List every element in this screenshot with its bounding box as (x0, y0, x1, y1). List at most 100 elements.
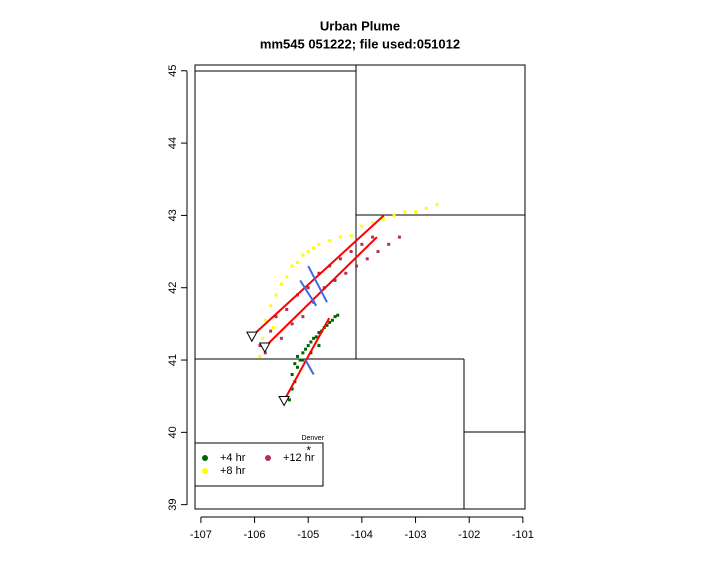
point (403, 210, 407, 214)
start-marker (278, 396, 290, 407)
point (306, 250, 310, 254)
start-marker (258, 342, 271, 354)
x-tick-label: -107 (190, 529, 212, 541)
point (338, 257, 342, 261)
legend-label: +12 hr (283, 452, 315, 464)
trajectory-line (251, 214, 385, 337)
point (298, 358, 302, 362)
trajectory-line (307, 265, 328, 303)
point (306, 286, 310, 290)
trajectory-line (283, 317, 331, 402)
start-marker (246, 331, 258, 343)
point (285, 275, 289, 279)
point (328, 320, 332, 324)
point (295, 354, 299, 358)
y-tick-label: 42 (167, 282, 179, 294)
point (349, 250, 353, 254)
point (317, 271, 321, 275)
point (290, 322, 294, 326)
point (349, 234, 353, 238)
x-tick-label: -103 (405, 529, 427, 541)
point (338, 235, 342, 239)
trajectory-line (299, 279, 318, 307)
legend-swatch (202, 468, 208, 474)
point (317, 331, 321, 335)
annotation: Denver (301, 435, 324, 442)
trajectory-line (304, 359, 315, 375)
point (312, 336, 316, 340)
point (285, 307, 289, 311)
point (274, 293, 278, 297)
star: * (306, 443, 311, 457)
point (309, 340, 313, 344)
chart-subtitle: mm545 051222; file used:051012 (260, 36, 460, 51)
point (279, 282, 283, 286)
point (290, 264, 294, 268)
x-tick-label: -104 (351, 529, 373, 541)
point (290, 387, 294, 391)
point (258, 344, 262, 348)
point (304, 347, 308, 351)
point (360, 242, 364, 246)
y-tick-label: 39 (167, 499, 179, 511)
legend-box (194, 442, 324, 487)
point (312, 246, 316, 250)
point (306, 344, 310, 348)
state-lines (195, 65, 525, 509)
point (424, 206, 428, 210)
legend-swatch (265, 455, 271, 461)
point (414, 210, 418, 214)
y-tick-label: 41 (167, 354, 179, 366)
point (333, 278, 337, 282)
point (328, 239, 332, 243)
point (317, 344, 321, 348)
point (360, 224, 364, 228)
point (269, 304, 273, 308)
point (295, 260, 299, 264)
point (290, 372, 294, 376)
x-tick-label: -105 (297, 529, 319, 541)
point (330, 318, 334, 322)
point (397, 235, 401, 239)
point (381, 217, 385, 221)
map-frame (194, 64, 526, 510)
point (301, 253, 305, 257)
point (317, 242, 321, 246)
point (293, 362, 297, 366)
y-tick-label: 43 (167, 209, 179, 221)
point (301, 351, 305, 355)
x-tick-label: -106 (244, 529, 266, 541)
point (392, 213, 396, 217)
point (365, 257, 369, 261)
point (371, 221, 375, 225)
point (387, 242, 391, 246)
point (287, 398, 291, 402)
point (261, 336, 265, 340)
y-tick-label: 40 (167, 426, 179, 438)
point (274, 315, 278, 319)
point (333, 315, 337, 319)
y-tick-label: 45 (167, 65, 179, 77)
point (325, 323, 329, 327)
point (295, 365, 299, 369)
point (263, 351, 267, 355)
legend-label: +8 hr (220, 465, 246, 477)
point (376, 250, 380, 254)
point (355, 264, 359, 268)
point (301, 315, 305, 319)
x-tick-label: -101 (512, 529, 534, 541)
y-tick-label: 44 (167, 137, 179, 149)
point (269, 329, 273, 333)
point (263, 318, 267, 322)
point (279, 336, 283, 340)
point (301, 358, 305, 362)
chart-title: Urban Plume (320, 18, 400, 33)
point (371, 235, 375, 239)
point (271, 325, 275, 329)
legend-label: +4 hr (220, 452, 246, 464)
point (336, 313, 340, 317)
point (258, 354, 262, 358)
point (435, 203, 439, 207)
x-tick-label: -102 (458, 529, 480, 541)
